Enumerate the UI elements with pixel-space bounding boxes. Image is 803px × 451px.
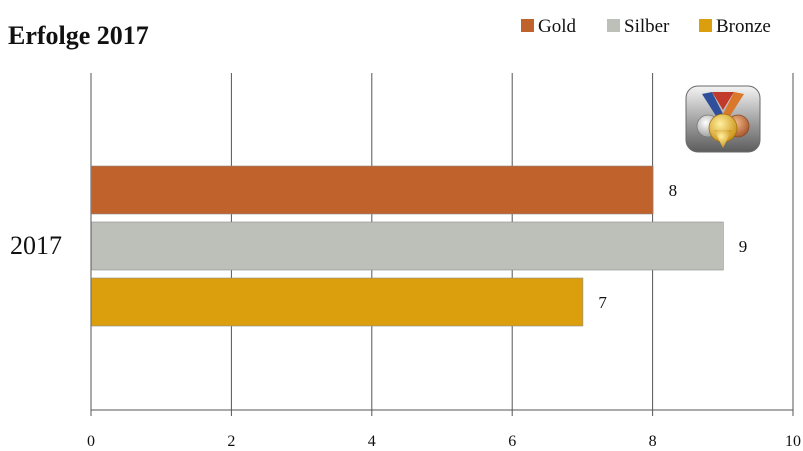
bar-silber xyxy=(91,221,724,271)
legend: Gold Silber Bronze xyxy=(521,16,771,37)
legend-label-bronze: Bronze xyxy=(716,16,771,37)
x-tick-label-0: 0 xyxy=(87,433,95,450)
data-label-bronze: 7 xyxy=(598,293,607,312)
data-labels: 8 9 7 xyxy=(598,181,747,312)
bar-bronze xyxy=(91,277,584,327)
legend-label-silber: Silber xyxy=(624,16,670,37)
x-tick-label-3: 6 xyxy=(508,433,516,450)
data-label-silber: 9 xyxy=(739,237,748,256)
medal-icon xyxy=(685,85,761,153)
legend-swatch-silber xyxy=(607,19,620,32)
x-tick-label-5: 10 xyxy=(785,433,801,450)
legend-swatch-gold xyxy=(521,19,534,32)
chart-title: Erfolge 2017 xyxy=(8,21,149,50)
y-tick-label-0: 2017 xyxy=(10,231,62,260)
legend-label-gold: Gold xyxy=(538,16,577,37)
x-tick-label-2: 4 xyxy=(368,433,376,450)
y-axis-ticks: 2017 xyxy=(10,231,62,260)
bars xyxy=(91,165,724,327)
bar-gold xyxy=(91,165,654,215)
x-tick-label-1: 2 xyxy=(227,433,235,450)
x-axis-ticks: 0 2 4 6 8 10 xyxy=(87,433,801,450)
legend-swatch-bronze xyxy=(699,19,712,32)
data-label-gold: 8 xyxy=(669,181,678,200)
x-tick-label-4: 8 xyxy=(649,433,657,450)
